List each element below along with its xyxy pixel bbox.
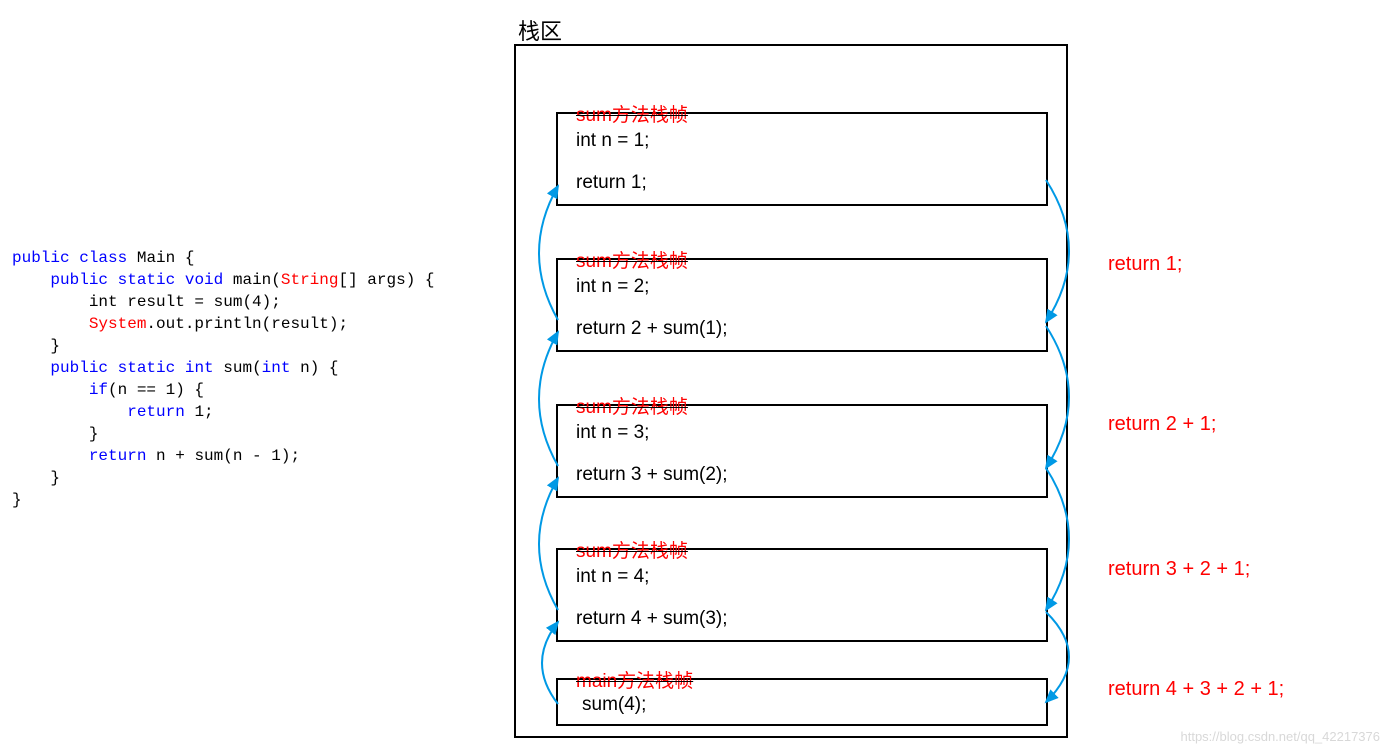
cls-main: Main { (137, 249, 195, 267)
kw-return2: return (89, 447, 147, 465)
kw-public2: public (50, 271, 108, 289)
kw-public: public (12, 249, 70, 267)
ret-expr: n + sum(n - 1); (156, 447, 300, 465)
fn-main: main( (233, 271, 281, 289)
fn-sum: sum( (223, 359, 261, 377)
return-label: return 3 + 2 + 1; (1108, 558, 1250, 581)
return-label: return 4 + 3 + 2 + 1; (1108, 678, 1284, 701)
println: .out.println(result); (146, 315, 348, 333)
line5: } (12, 337, 60, 355)
kw-void: void (185, 271, 223, 289)
frame-line: return 4 + sum(3); (576, 608, 728, 630)
frame-line: return 2 + sum(1); (576, 318, 728, 340)
stack-title: 栈区 (518, 14, 562, 46)
frame-label: sum方法栈帧 (576, 100, 688, 127)
sys: System (12, 315, 146, 333)
kw-return: return (127, 403, 185, 421)
kw-int2: int (262, 359, 291, 377)
frame-label: sum方法栈帧 (576, 246, 688, 273)
ret1: 1; (194, 403, 213, 421)
frame-line: return 1; (576, 172, 647, 194)
code-block: public class Main { public static void m… (12, 225, 435, 511)
kw-static: static (118, 271, 176, 289)
line11: } (12, 469, 60, 487)
kw-int: int (185, 359, 214, 377)
line9: } (12, 425, 98, 443)
param-n: n) { (300, 359, 338, 377)
return-label: return 2 + 1; (1108, 413, 1216, 436)
args: [] args) { (338, 271, 434, 289)
frame-line: int n = 4; (576, 566, 649, 588)
line12: } (12, 491, 22, 509)
frame-line: int n = 1; (576, 130, 649, 152)
return-label: return 1; (1108, 253, 1182, 276)
kw-public3: public (50, 359, 108, 377)
kw-if: if (89, 381, 108, 399)
frame-line: int n = 3; (576, 422, 649, 444)
kw-class: class (79, 249, 127, 267)
frame-line: int n = 2; (576, 276, 649, 298)
type-string: String (281, 271, 339, 289)
line3: int result = sum(4); (12, 293, 281, 311)
frame-line: sum(4); (582, 694, 646, 716)
cond: (n == 1) { (108, 381, 204, 399)
frame-label: sum方法栈帧 (576, 536, 688, 563)
frame-label: sum方法栈帧 (576, 392, 688, 419)
frame-label: main方法栈帧 (576, 666, 693, 693)
watermark: https://blog.csdn.net/qq_42217376 (1181, 729, 1381, 744)
kw-static2: static (118, 359, 176, 377)
frame-line: return 3 + sum(2); (576, 464, 728, 486)
